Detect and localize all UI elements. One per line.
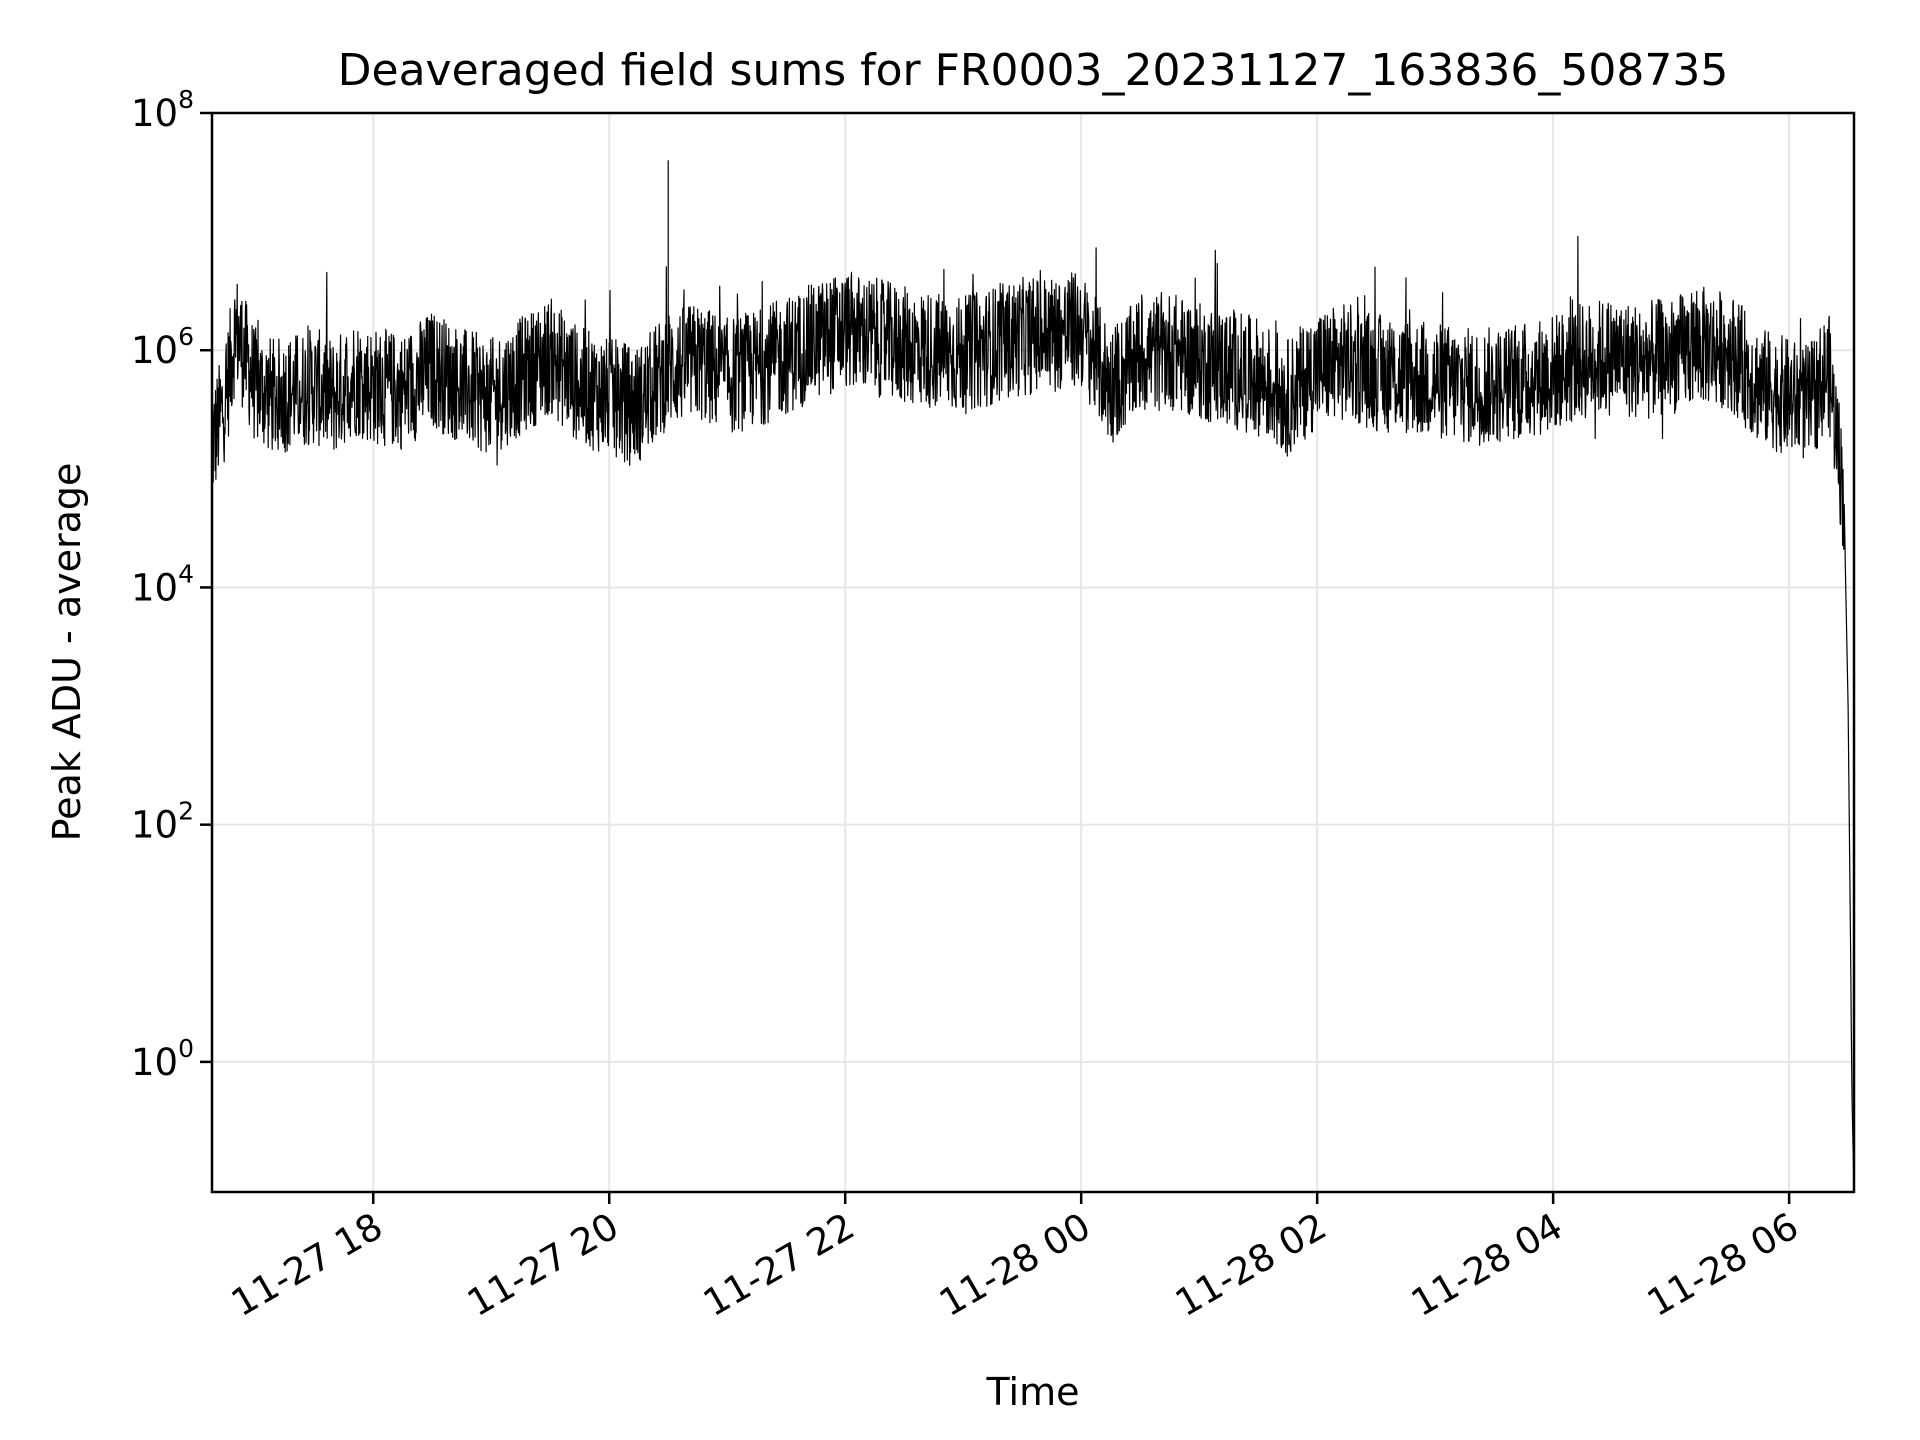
x-tick-label-5: 11-28 04	[1404, 1205, 1570, 1325]
y-tick-label-4: 108	[131, 85, 194, 135]
plot-frame	[210, 111, 1856, 1194]
series-line-0	[211, 235, 1855, 1193]
x-tick-label-4: 11-28 02	[1168, 1205, 1334, 1325]
tick-layer: 11-27 18 11-27 20 11-27 22 11-28 00 11-28 02…	[131, 85, 1806, 1325]
y-axis-label: Peak ADU - average	[45, 463, 89, 842]
x-tick-label-1: 11-27 20	[460, 1205, 626, 1325]
x-tick-label-0: 11-27 18	[224, 1205, 390, 1325]
y-tick-label-3: 106	[131, 322, 194, 372]
y-tick-label-1: 102	[131, 797, 194, 847]
x-axis-label: Time	[986, 1370, 1080, 1414]
series-layer	[211, 160, 1855, 1193]
x-tick-label-2: 11-27 22	[696, 1205, 862, 1325]
x-tick-label-6: 11-28 06	[1640, 1205, 1806, 1325]
y-tick-label-2: 104	[131, 559, 194, 609]
x-tick-label-3: 11-28 00	[932, 1205, 1098, 1325]
grid-layer	[212, 113, 1854, 1192]
chart-title: Deaveraged field sums for FR0003_2023112…	[338, 45, 1729, 96]
y-tick-label-0: 100	[131, 1034, 194, 1084]
